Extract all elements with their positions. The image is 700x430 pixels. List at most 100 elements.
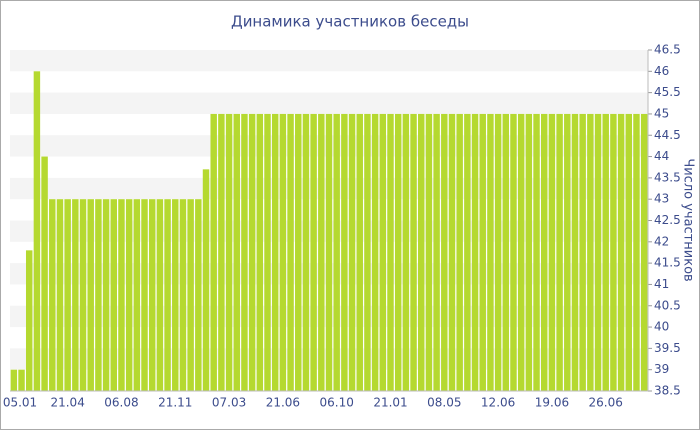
bar	[164, 199, 171, 391]
bar	[525, 113, 533, 391]
bar	[210, 113, 217, 391]
bar	[341, 113, 348, 391]
bar	[556, 113, 563, 391]
bar	[49, 199, 56, 391]
bar	[241, 113, 248, 391]
bar	[87, 199, 94, 391]
bar	[302, 113, 310, 391]
grid-band	[10, 92, 648, 114]
bar	[464, 113, 471, 391]
y-tick-label: 43	[654, 192, 669, 206]
bar	[125, 199, 133, 391]
bar	[64, 199, 71, 391]
bar	[256, 113, 264, 391]
bar	[287, 113, 294, 391]
y-tick-label: 44.5	[654, 128, 681, 142]
bar	[510, 113, 517, 391]
bar	[318, 113, 325, 391]
y-tick-label: 39	[654, 362, 669, 376]
bar	[248, 113, 256, 391]
bar	[602, 113, 609, 391]
bar	[394, 113, 402, 391]
y-tick-label: 43.5	[654, 170, 681, 184]
bar	[533, 113, 540, 391]
y-tick-label: 42	[654, 234, 669, 248]
x-tick-label: 19.06	[535, 396, 569, 410]
x-tick-label: 21.01	[373, 396, 407, 410]
bar	[418, 113, 425, 391]
bar	[79, 199, 87, 391]
y-tick-label: 42.5	[654, 213, 681, 227]
bar	[187, 199, 194, 391]
bar	[295, 113, 302, 391]
x-tick-label: 05.01	[3, 396, 37, 410]
bar	[571, 113, 579, 391]
y-tick-label: 46	[654, 64, 669, 78]
bar	[218, 113, 225, 391]
bar	[333, 113, 340, 391]
bar	[141, 199, 148, 391]
bar	[387, 113, 394, 391]
y-tick-label: 41	[654, 277, 669, 291]
bar	[279, 113, 287, 391]
bar	[225, 113, 233, 391]
x-tick-label: 21.04	[50, 396, 84, 410]
bar	[95, 199, 102, 391]
bar	[371, 113, 379, 391]
bar	[310, 113, 317, 391]
bar	[264, 113, 271, 391]
bar	[402, 113, 410, 391]
y-tick-label: 44	[654, 149, 669, 163]
x-tick-label: 08.05	[427, 396, 461, 410]
x-tick-label: 06.08	[104, 396, 138, 410]
bar	[348, 113, 356, 391]
bar	[72, 199, 79, 391]
bar	[379, 113, 387, 391]
bar	[587, 113, 594, 391]
bar	[179, 199, 187, 391]
bar	[487, 113, 494, 391]
x-tick-label: 12.06	[481, 396, 515, 410]
bar	[33, 71, 41, 391]
bar	[156, 199, 164, 391]
bar	[133, 199, 141, 391]
bar	[625, 113, 633, 391]
bar	[640, 113, 648, 391]
bar	[479, 113, 486, 391]
y-tick-label: 45.5	[654, 85, 681, 99]
y-tick-label: 40	[654, 320, 669, 334]
bar	[25, 250, 33, 391]
bar	[502, 113, 510, 391]
bar	[325, 113, 333, 391]
bar	[579, 113, 586, 391]
bar	[448, 113, 456, 391]
bar	[517, 113, 525, 391]
bar	[41, 156, 48, 391]
bar	[195, 199, 202, 391]
bar	[541, 113, 548, 391]
bar	[617, 113, 625, 391]
x-tick-label: 21.06	[266, 396, 300, 410]
bar	[271, 113, 279, 391]
y-tick-label: 41.5	[654, 256, 681, 270]
bar	[633, 113, 640, 391]
x-tick-label: 06.10	[320, 396, 354, 410]
bar	[456, 113, 463, 391]
x-tick-label: 26.06	[589, 396, 623, 410]
bar	[364, 113, 371, 391]
bar	[494, 113, 502, 391]
bar	[356, 113, 363, 391]
y-tick-label: 45	[654, 106, 669, 120]
bar	[410, 113, 417, 391]
y-tick-label: 39.5	[654, 341, 681, 355]
bar	[233, 113, 240, 391]
bar	[172, 199, 179, 391]
y-tick-label: 40.5	[654, 298, 681, 312]
y-axis-label: Число участников	[681, 158, 696, 281]
bar	[441, 113, 448, 391]
grid-band	[10, 50, 648, 72]
bar	[433, 113, 440, 391]
y-tick-label: 38.5	[654, 384, 681, 398]
bar	[10, 369, 18, 391]
